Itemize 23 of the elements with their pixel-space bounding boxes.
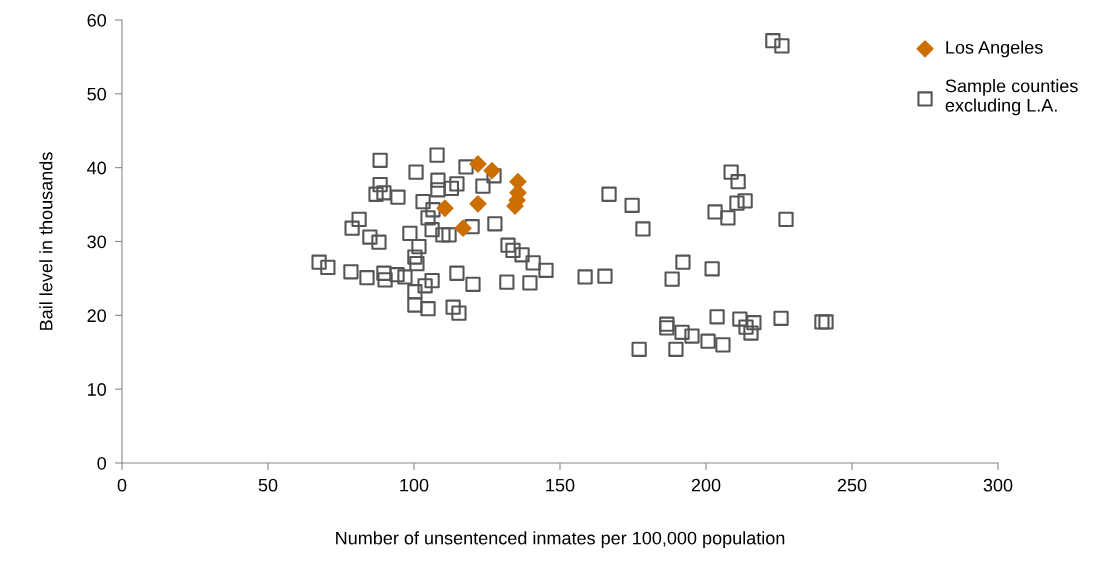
y-tick-label: 0 [97,456,107,470]
y-tick-label: 20 [87,309,107,323]
x-axis-title: Number of unsentenced inmates per 100,000 population [336,531,785,549]
point [454,219,472,237]
x-tick-label: 100 [400,478,429,492]
legend-label: Los Angeles [946,40,1043,58]
x-tick-label: 150 [546,478,575,492]
y-tick-label: 30 [87,235,107,249]
y-tick-label: 10 [88,383,107,396]
y-axis-title: Bail level in thousands [39,152,53,330]
x-tick-label: 50 [258,478,278,492]
y-tick-label: 40 [87,161,107,175]
x-tick-label: 250 [837,478,867,492]
point [469,155,487,173]
x-tick-label: 300 [983,478,1013,492]
point [436,199,454,217]
x-tick-label: 200 [691,478,721,492]
x-tick-label: 0 [117,478,127,492]
legend-label: Sample counties excluding L.A. [945,79,1078,116]
point [483,162,501,180]
point [469,195,487,213]
y-tick-label: 50 [87,87,107,101]
y-tick-label: 60 [87,13,107,27]
